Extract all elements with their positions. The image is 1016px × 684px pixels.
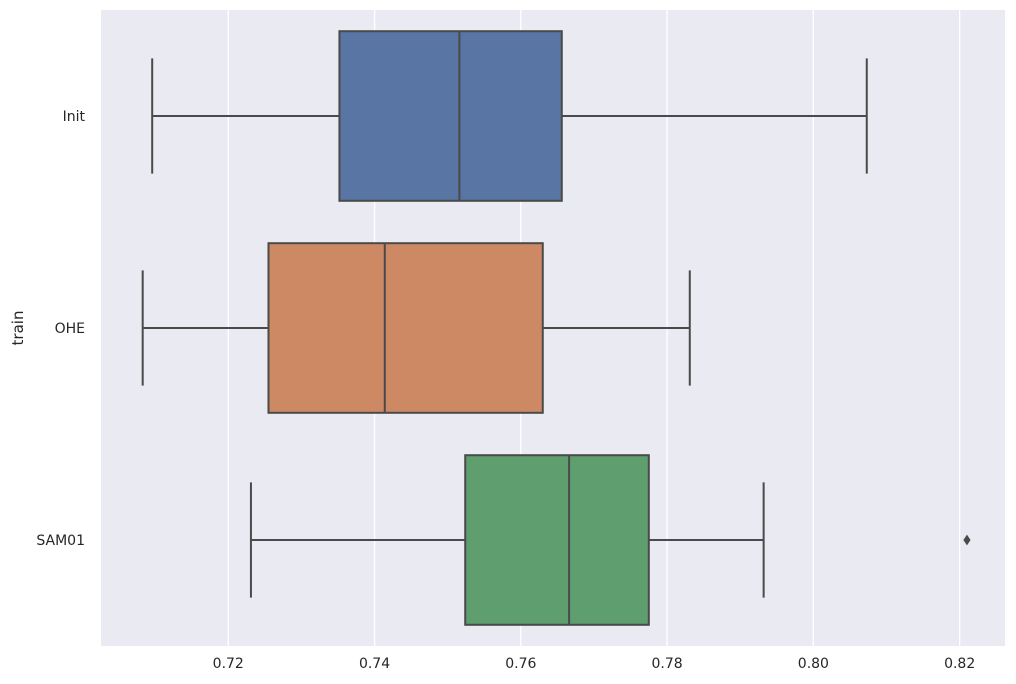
- x-tick-label: 0.82: [944, 656, 975, 672]
- boxes: [141, 30, 971, 626]
- x-tick-label: 0.74: [359, 656, 390, 672]
- x-tick-labels: 0.72 0.74 0.76 0.78 0.80 0.82: [213, 656, 976, 672]
- box-iqr: [464, 454, 650, 626]
- x-tick-label: 0.80: [798, 656, 829, 672]
- x-tick-label: 0.72: [213, 656, 244, 672]
- box-iqr: [338, 30, 563, 202]
- y-axis-label: train: [9, 311, 27, 346]
- y-tick-label: Init: [63, 109, 86, 125]
- outlier-point: [963, 534, 971, 546]
- box-iqr: [267, 242, 544, 414]
- y-tick-label: SAM01: [36, 533, 85, 549]
- x-tick-label: 0.76: [505, 656, 536, 672]
- y-tick-label: OHE: [55, 321, 85, 337]
- y-tick-labels: Init OHE SAM01: [36, 109, 85, 549]
- x-tick-label: 0.78: [652, 656, 683, 672]
